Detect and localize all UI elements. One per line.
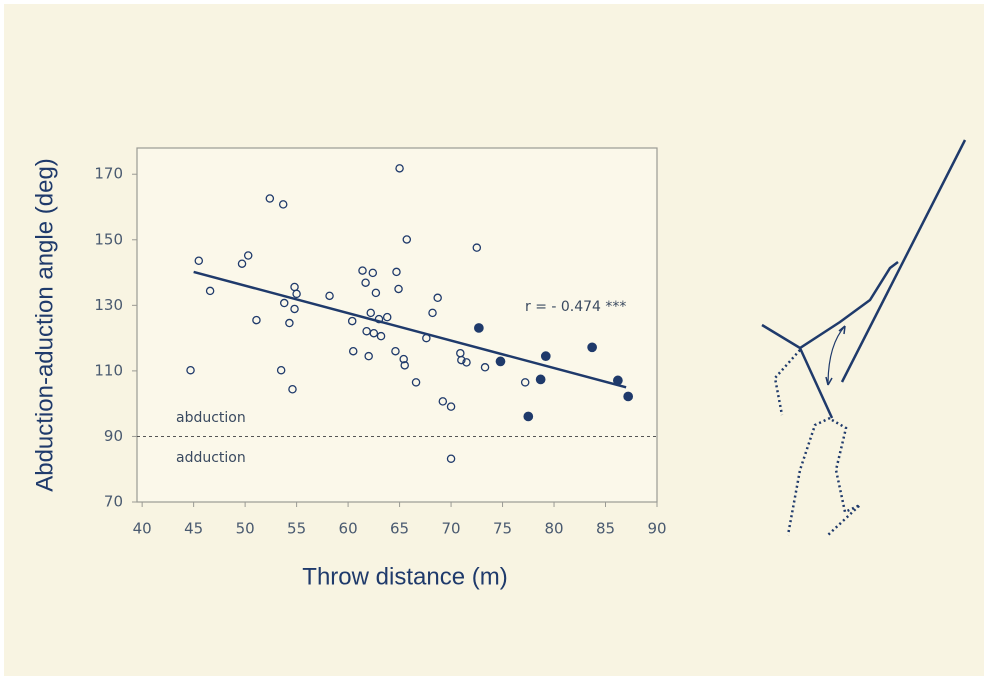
y-tick-label: 90 (104, 427, 123, 445)
abduction-label: abduction (176, 410, 246, 426)
x-tick-label: 45 (184, 520, 203, 538)
y-tick-label: 130 (94, 296, 123, 314)
open-point (366, 308, 375, 318)
open-point (285, 318, 294, 328)
y-tick-label: 110 (94, 361, 123, 379)
open-point (279, 298, 289, 308)
open-point (438, 397, 448, 406)
open-point (472, 243, 482, 252)
filled-point (540, 351, 551, 361)
angle-arc (827, 325, 846, 386)
open-point (520, 378, 530, 387)
open-point (394, 284, 403, 294)
x-tick-label: 75 (493, 520, 512, 538)
open-point (400, 361, 409, 370)
open-point (347, 316, 357, 326)
open-point (399, 354, 408, 364)
open-point (411, 378, 421, 387)
adduction-label: adduction (176, 450, 246, 466)
open-point (371, 288, 381, 298)
open-point (392, 267, 401, 277)
open-point (457, 355, 466, 365)
x-tick-label: 80 (544, 520, 563, 538)
correlation-note: r = - 0.474 *** (525, 299, 626, 315)
open-point (325, 291, 334, 301)
y-tick-label: 70 (104, 493, 123, 511)
arm-line (840, 139, 967, 383)
open-point (428, 308, 437, 318)
open-point (186, 365, 195, 375)
dotted-outline (773, 349, 861, 536)
open-point (194, 256, 204, 266)
filled-point (535, 374, 546, 385)
filled-point (523, 411, 534, 422)
filled-point (587, 342, 597, 353)
trend-line (193, 270, 627, 389)
open-point (205, 286, 215, 296)
open-point (480, 363, 490, 372)
arm-line (798, 347, 834, 419)
open-point (462, 358, 471, 367)
x-tick-label: 55 (287, 520, 306, 538)
open-point (265, 194, 275, 203)
open-point (290, 304, 299, 314)
open-point (243, 251, 253, 260)
y-tick-label: 170 (94, 165, 123, 183)
open-point (348, 346, 358, 356)
arm-diagram (761, 139, 967, 536)
open-point (368, 268, 378, 278)
open-point (237, 259, 247, 268)
open-point (391, 346, 400, 356)
open-point (433, 293, 442, 303)
open-point (358, 266, 367, 275)
x-tick-label: 70 (442, 520, 461, 538)
open-point (361, 278, 370, 287)
x-tick-label: 65 (390, 520, 409, 538)
open-point (292, 289, 301, 299)
x-tick-label: 40 (133, 520, 152, 538)
x-axis-title: Throw distance (m) (302, 563, 507, 590)
x-tick-label: 85 (596, 520, 615, 538)
x-tick-label: 90 (647, 520, 666, 538)
open-point (446, 402, 456, 411)
filled-point (495, 356, 506, 367)
x-tick-label: 60 (339, 520, 358, 538)
open-point (364, 351, 373, 361)
open-point (369, 328, 379, 338)
filled-point (474, 323, 484, 333)
filled-point (623, 391, 634, 402)
arrow-head (825, 325, 846, 386)
open-point (276, 365, 286, 375)
y-tick-label: 150 (94, 230, 123, 248)
y-axis-title: Abduction-aduction angle (deg) (31, 158, 58, 492)
open-point (376, 331, 386, 341)
open-point (402, 235, 412, 244)
open-point (382, 312, 392, 322)
open-point (278, 200, 288, 209)
open-point (395, 164, 404, 173)
open-point (252, 315, 261, 325)
arm-line (761, 261, 899, 350)
x-tick-label: 50 (236, 520, 255, 538)
open-point (288, 384, 297, 394)
open-point (446, 454, 456, 463)
